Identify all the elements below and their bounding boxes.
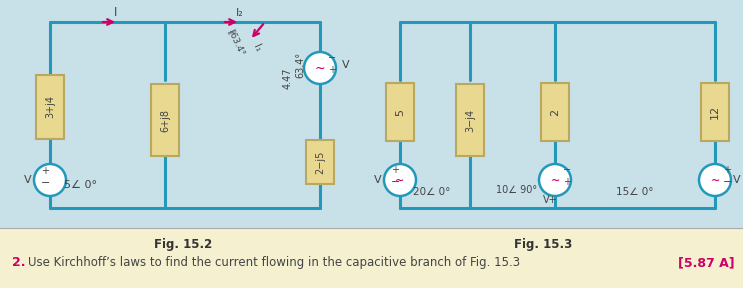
- Text: +: +: [328, 65, 336, 75]
- Text: 4.47: 4.47: [283, 67, 293, 89]
- Text: −: −: [41, 178, 51, 188]
- Text: 2−j5: 2−j5: [315, 150, 325, 174]
- Bar: [701, 83, 729, 141]
- Text: 2: 2: [550, 109, 560, 115]
- Text: 5∠ 0°: 5∠ 0°: [63, 180, 97, 190]
- Text: 6+j8: 6+j8: [160, 109, 170, 132]
- Text: Fig. 15.2: Fig. 15.2: [154, 238, 212, 251]
- Bar: [306, 140, 334, 184]
- Text: I₁: I₁: [251, 43, 263, 53]
- Text: 20∠ 0°: 20∠ 0°: [413, 187, 451, 197]
- Text: ∦63.4°: ∦63.4°: [227, 27, 247, 57]
- Circle shape: [699, 164, 731, 196]
- Bar: [0, 228, 743, 288]
- Circle shape: [539, 164, 571, 196]
- Text: 2.: 2.: [12, 256, 25, 269]
- Bar: [36, 75, 64, 139]
- Text: −: −: [391, 177, 400, 187]
- Text: I: I: [114, 7, 117, 20]
- Text: V: V: [342, 60, 350, 70]
- Text: 10∠ 90°: 10∠ 90°: [496, 185, 538, 195]
- Text: I₂: I₂: [236, 8, 244, 18]
- Circle shape: [304, 52, 336, 84]
- Text: V: V: [733, 175, 741, 185]
- Text: +: +: [723, 165, 731, 175]
- Text: 63.4°: 63.4°: [295, 52, 305, 78]
- Text: 15∠ 0°: 15∠ 0°: [616, 187, 654, 197]
- Text: 5: 5: [395, 109, 405, 115]
- Text: ~: ~: [315, 62, 325, 75]
- Text: −: −: [723, 177, 733, 187]
- Text: +: +: [41, 166, 49, 176]
- Bar: [456, 84, 484, 156]
- Circle shape: [384, 164, 416, 196]
- Circle shape: [34, 164, 66, 196]
- Text: Fig. 15.3: Fig. 15.3: [514, 238, 572, 251]
- Text: Use Kirchhoff’s laws to find the current flowing in the capacitive branch of Fig: Use Kirchhoff’s laws to find the current…: [28, 256, 520, 269]
- Text: V+: V+: [542, 195, 557, 205]
- Text: V: V: [374, 175, 382, 185]
- Text: [5.87 A]: [5.87 A]: [678, 256, 735, 269]
- Text: +: +: [391, 165, 399, 175]
- Text: V: V: [25, 175, 32, 185]
- Text: −: −: [563, 165, 571, 175]
- Text: 12: 12: [710, 105, 720, 119]
- Text: 3−j4: 3−j4: [465, 109, 475, 132]
- Text: +: +: [563, 177, 571, 187]
- Bar: [541, 83, 569, 141]
- Bar: [386, 83, 414, 141]
- Bar: [151, 84, 179, 156]
- Text: ~: ~: [551, 175, 559, 185]
- Text: ~: ~: [395, 175, 405, 185]
- Text: −: −: [328, 53, 336, 63]
- Text: 3+j4: 3+j4: [45, 96, 55, 118]
- Text: ~: ~: [710, 175, 720, 185]
